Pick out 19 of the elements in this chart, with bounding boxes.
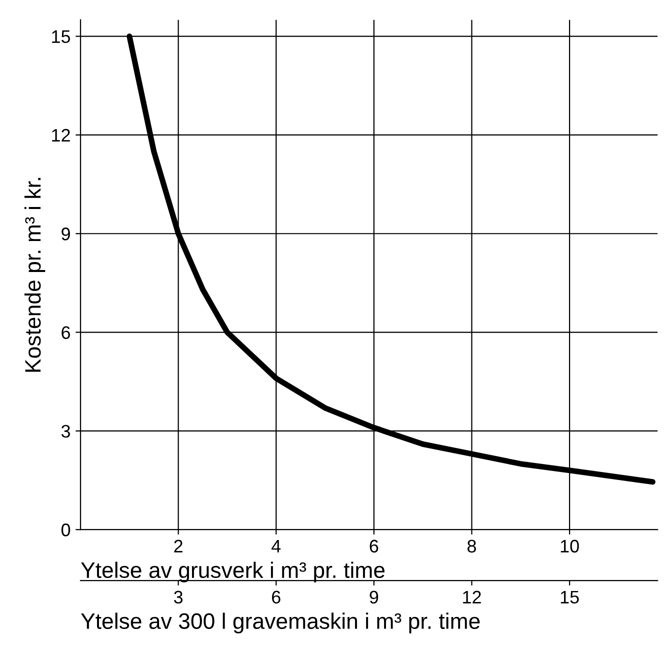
y-tick-label: 15 [52, 30, 70, 44]
x-tick-label: 2 [174, 540, 182, 552]
y-tick-label: 6 [62, 326, 70, 339]
y-tick-label: 9 [62, 228, 70, 240]
y-tick-label: 3 [61, 424, 70, 438]
x-tick-label: 8 [468, 540, 476, 553]
x-tick-label: 4 [272, 540, 281, 552]
x2-tick-label: 15 [560, 590, 579, 604]
y-axis-title: Kostende pr. m³ i kr. [24, 178, 46, 372]
x-axis-title: Ytelse av grusverk i m³ pr. time [81, 562, 385, 582]
x2-tick-label: 9 [370, 590, 378, 604]
x2-axis-title: Ytelse av 300 l gravemaskin i m³ pr. time [81, 612, 480, 634]
x2-tick-label: 3 [174, 590, 183, 604]
x2-tick-label: 12 [463, 590, 481, 604]
x2-tick-label: 6 [272, 590, 280, 604]
y-tick-label: 0 [61, 524, 70, 536]
y-tick-label: 12 [52, 128, 70, 142]
x-tick-label: 6 [370, 540, 378, 553]
x-tick-label: 10 [560, 540, 579, 553]
